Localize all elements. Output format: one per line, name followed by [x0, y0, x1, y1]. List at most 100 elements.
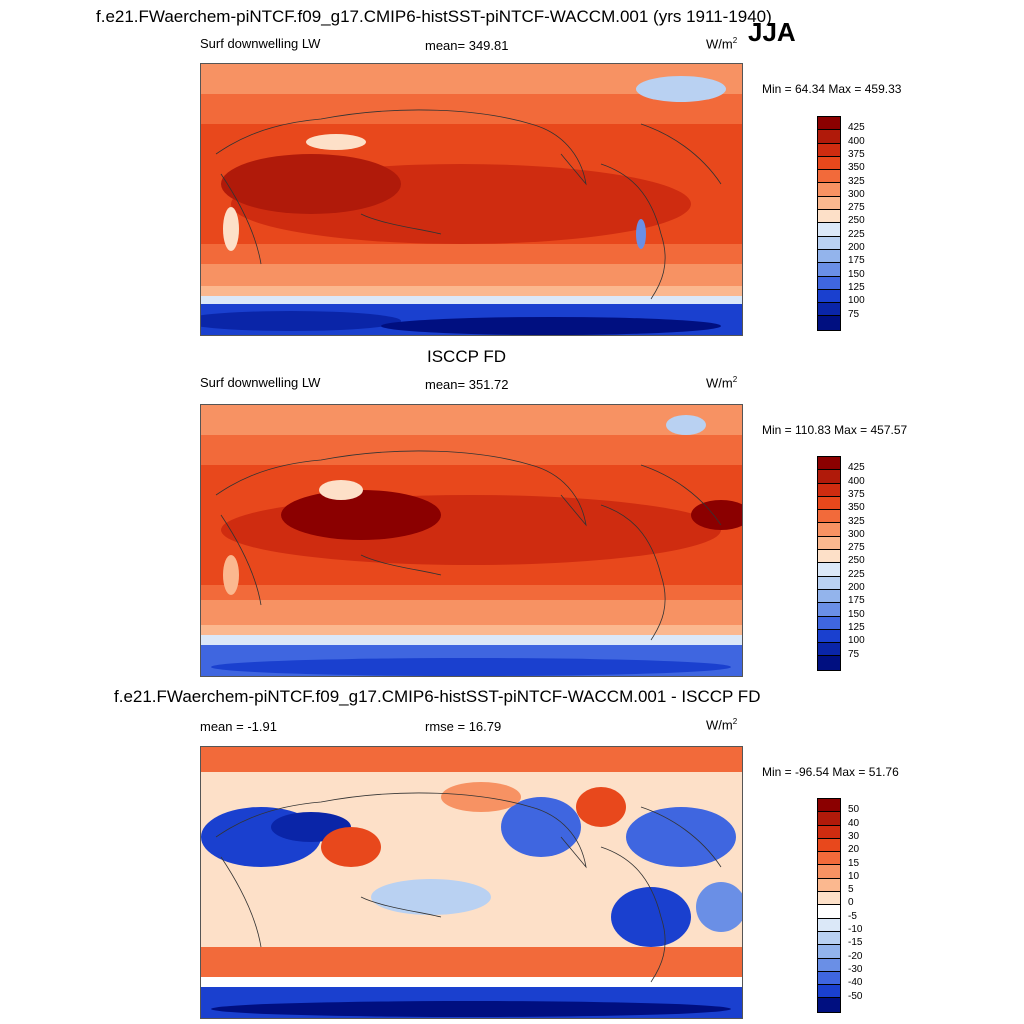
colorbar-tick-label: 175	[848, 595, 865, 607]
colorbar-tick-label: 300	[848, 528, 865, 540]
colorbar-swatch	[818, 629, 840, 644]
colorbar-tick-label: 40	[848, 817, 860, 829]
season-label: JJA	[748, 17, 796, 47]
panel-1-units: W/m2	[706, 36, 738, 52]
colorbar-swatch	[818, 998, 840, 1012]
panel-1-map	[200, 63, 743, 336]
colorbar-swatch	[818, 263, 840, 277]
panel-2-title: ISCCP FD	[427, 347, 507, 366]
colorbar-tick-label: 75	[848, 648, 860, 660]
colorbar-swatch	[818, 838, 840, 853]
colorbar-tick-label: 15	[848, 857, 860, 869]
colorbar-tick-label: 10	[848, 870, 860, 882]
colorbar-tick-label: 125	[848, 281, 865, 293]
colorbar-swatch	[818, 210, 840, 224]
colorbar-tick-label: 150	[848, 268, 865, 280]
colorbar-tick-label: 50	[848, 804, 860, 816]
colorbar-swatch	[818, 523, 840, 537]
colorbar-swatch	[818, 812, 840, 826]
colorbar-tick-label: 150	[848, 608, 865, 620]
colorbar-swatch	[818, 945, 840, 959]
colorbar-tick-label: -50	[848, 990, 863, 1002]
colorbar-swatch	[818, 276, 840, 290]
colorbar-tick-label: 325	[848, 175, 865, 187]
colorbar-swatch	[818, 892, 840, 906]
colorbar-swatch	[818, 878, 840, 893]
colorbar-swatch	[818, 289, 840, 304]
colorbar-tick-label: 225	[848, 568, 865, 580]
colorbar-tick-label: 425	[848, 462, 865, 474]
panel-3-map-plot	[201, 747, 742, 1018]
colorbar-swatch	[818, 563, 840, 577]
colorbar-tick-label: 350	[848, 162, 865, 174]
colorbar-tick-label: 375	[848, 488, 865, 500]
colorbar-swatch	[818, 825, 840, 839]
colorbar-swatch	[818, 971, 840, 986]
colorbar-tick-label: 100	[848, 635, 865, 647]
colorbar-tick-label: 30	[848, 830, 860, 842]
colorbar-tick-label: 350	[848, 502, 865, 514]
panel-3-minmax: Min = -96.54 Max = 51.76	[762, 765, 899, 779]
colorbar-tick-label: 20	[848, 844, 860, 856]
colorbar-swatch	[818, 931, 840, 946]
colorbar-swatch	[818, 603, 840, 617]
colorbar-swatch	[818, 918, 840, 932]
colorbar-tick-label: -30	[848, 963, 863, 975]
panel-3-rmse-label: rmse = 16.79	[425, 719, 502, 734]
colorbar-swatch	[818, 656, 840, 670]
panel-1-variable-label: Surf downwelling LW	[200, 36, 321, 51]
colorbar-swatch	[818, 143, 840, 157]
colorbar-swatch	[818, 852, 840, 866]
colorbar-swatch	[818, 865, 840, 879]
panel-2-map	[200, 404, 743, 677]
colorbar-swatch	[818, 510, 840, 524]
colorbar-swatch	[818, 117, 840, 131]
colorbar-swatch	[818, 550, 840, 564]
panel-1-colorbar	[817, 116, 841, 331]
colorbar-swatch	[818, 985, 840, 999]
colorbar-swatch	[818, 483, 840, 497]
colorbar-tick-label: 125	[848, 621, 865, 633]
colorbar-swatch	[818, 156, 840, 171]
panel-3-units: W/m2	[706, 717, 738, 733]
panel-2-variable-label: Surf downwelling LW	[200, 375, 321, 390]
colorbar-swatch	[818, 249, 840, 264]
colorbar-tick-label: -5	[848, 910, 857, 922]
panel-3-map	[200, 746, 743, 1019]
colorbar-swatch	[818, 196, 840, 211]
panel-1-title: f.e21.FWaerchem-piNTCF.f09_g17.CMIP6-his…	[96, 7, 772, 26]
colorbar-tick-label: 175	[848, 255, 865, 267]
panel-1-mean-label: mean= 349.81	[425, 38, 509, 53]
colorbar-tick-label: 375	[848, 148, 865, 160]
panel-2-units: W/m2	[706, 375, 738, 391]
colorbar-tick-label: 225	[848, 228, 865, 240]
colorbar-swatch	[818, 616, 840, 630]
colorbar-swatch	[818, 643, 840, 657]
panel-1-minmax: Min = 64.34 Max = 459.33	[762, 82, 902, 96]
panel-3-mean-label: mean = -1.91	[200, 719, 277, 734]
panel-2-map-plot	[201, 405, 742, 676]
colorbar-tick-label: 325	[848, 515, 865, 527]
colorbar-tick-label: -40	[848, 977, 863, 989]
colorbar-tick-label: -10	[848, 924, 863, 935]
colorbar-tick-label: 100	[848, 295, 865, 307]
colorbar-swatch	[818, 905, 840, 919]
colorbar-swatch	[818, 457, 840, 471]
colorbar-swatch	[818, 536, 840, 551]
panel-3-title: f.e21.FWaerchem-piNTCF.f09_g17.CMIP6-his…	[114, 687, 761, 706]
colorbar-swatch	[818, 316, 840, 330]
colorbar-tick-label: 250	[848, 555, 865, 567]
colorbar-tick-label: 250	[848, 215, 865, 227]
panel-1-map-plot	[201, 64, 742, 335]
colorbar-tick-label: 300	[848, 188, 865, 200]
colorbar-tick-label: 400	[848, 475, 865, 487]
colorbar-swatch	[818, 183, 840, 197]
colorbar-tick-label: 0	[848, 897, 854, 909]
colorbar-tick-label: 75	[848, 308, 860, 320]
panel-2-colorbar	[817, 456, 841, 671]
colorbar-swatch	[818, 576, 840, 590]
colorbar-swatch	[818, 470, 840, 484]
colorbar-tick-label: 275	[848, 542, 865, 554]
colorbar-swatch	[818, 303, 840, 317]
colorbar-tick-label: 400	[848, 135, 865, 147]
